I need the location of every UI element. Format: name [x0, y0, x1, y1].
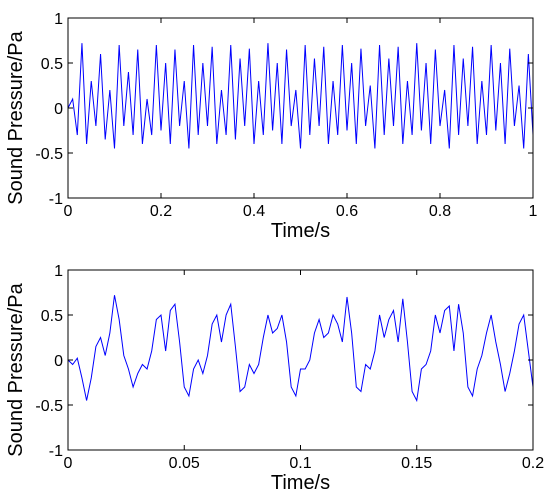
y-tick-label: -1 — [49, 191, 63, 208]
axes-frame — [67, 269, 534, 451]
y-tick-label: -0.5 — [35, 146, 63, 163]
y-tick-label: -1 — [49, 443, 63, 460]
axes-box — [67, 269, 534, 451]
y-tick-label: -0.5 — [35, 398, 63, 415]
x-axis-label: Time/s — [271, 220, 330, 242]
y-tick-label: 0 — [54, 101, 63, 118]
x-tick-label: 0.15 — [401, 455, 432, 472]
y-tick-label: 1 — [54, 263, 63, 280]
x-tick-label: 0.4 — [243, 203, 265, 220]
x-tick-label: 0.2 — [522, 455, 544, 472]
axes-box — [67, 17, 534, 199]
x-axis-label: Time/s — [271, 472, 330, 494]
y-axis-label: Sound Pressure/Pa — [5, 30, 27, 204]
x-tick-label: 0.8 — [429, 203, 451, 220]
signal-line — [67, 295, 534, 403]
x-tick-label: 0.1 — [289, 455, 311, 472]
y-tick-label: 0.5 — [41, 308, 63, 325]
x-tick-label: 0.2 — [150, 203, 172, 220]
x-tick-label: 0 — [64, 203, 73, 220]
y-tick-label: 0 — [54, 353, 63, 370]
x-tick-label: 0 — [64, 455, 73, 472]
y-tick-label: 1 — [54, 11, 63, 28]
y-axis-label: Sound Pressure/Pa — [5, 282, 27, 456]
x-tick-label: 0.05 — [169, 455, 200, 472]
x-tick-label: 1 — [529, 203, 538, 220]
x-tick-label: 0.6 — [336, 203, 358, 220]
y-tick-label: 0.5 — [41, 56, 63, 73]
axes-frame — [67, 17, 534, 199]
signal-line — [67, 43, 534, 149]
